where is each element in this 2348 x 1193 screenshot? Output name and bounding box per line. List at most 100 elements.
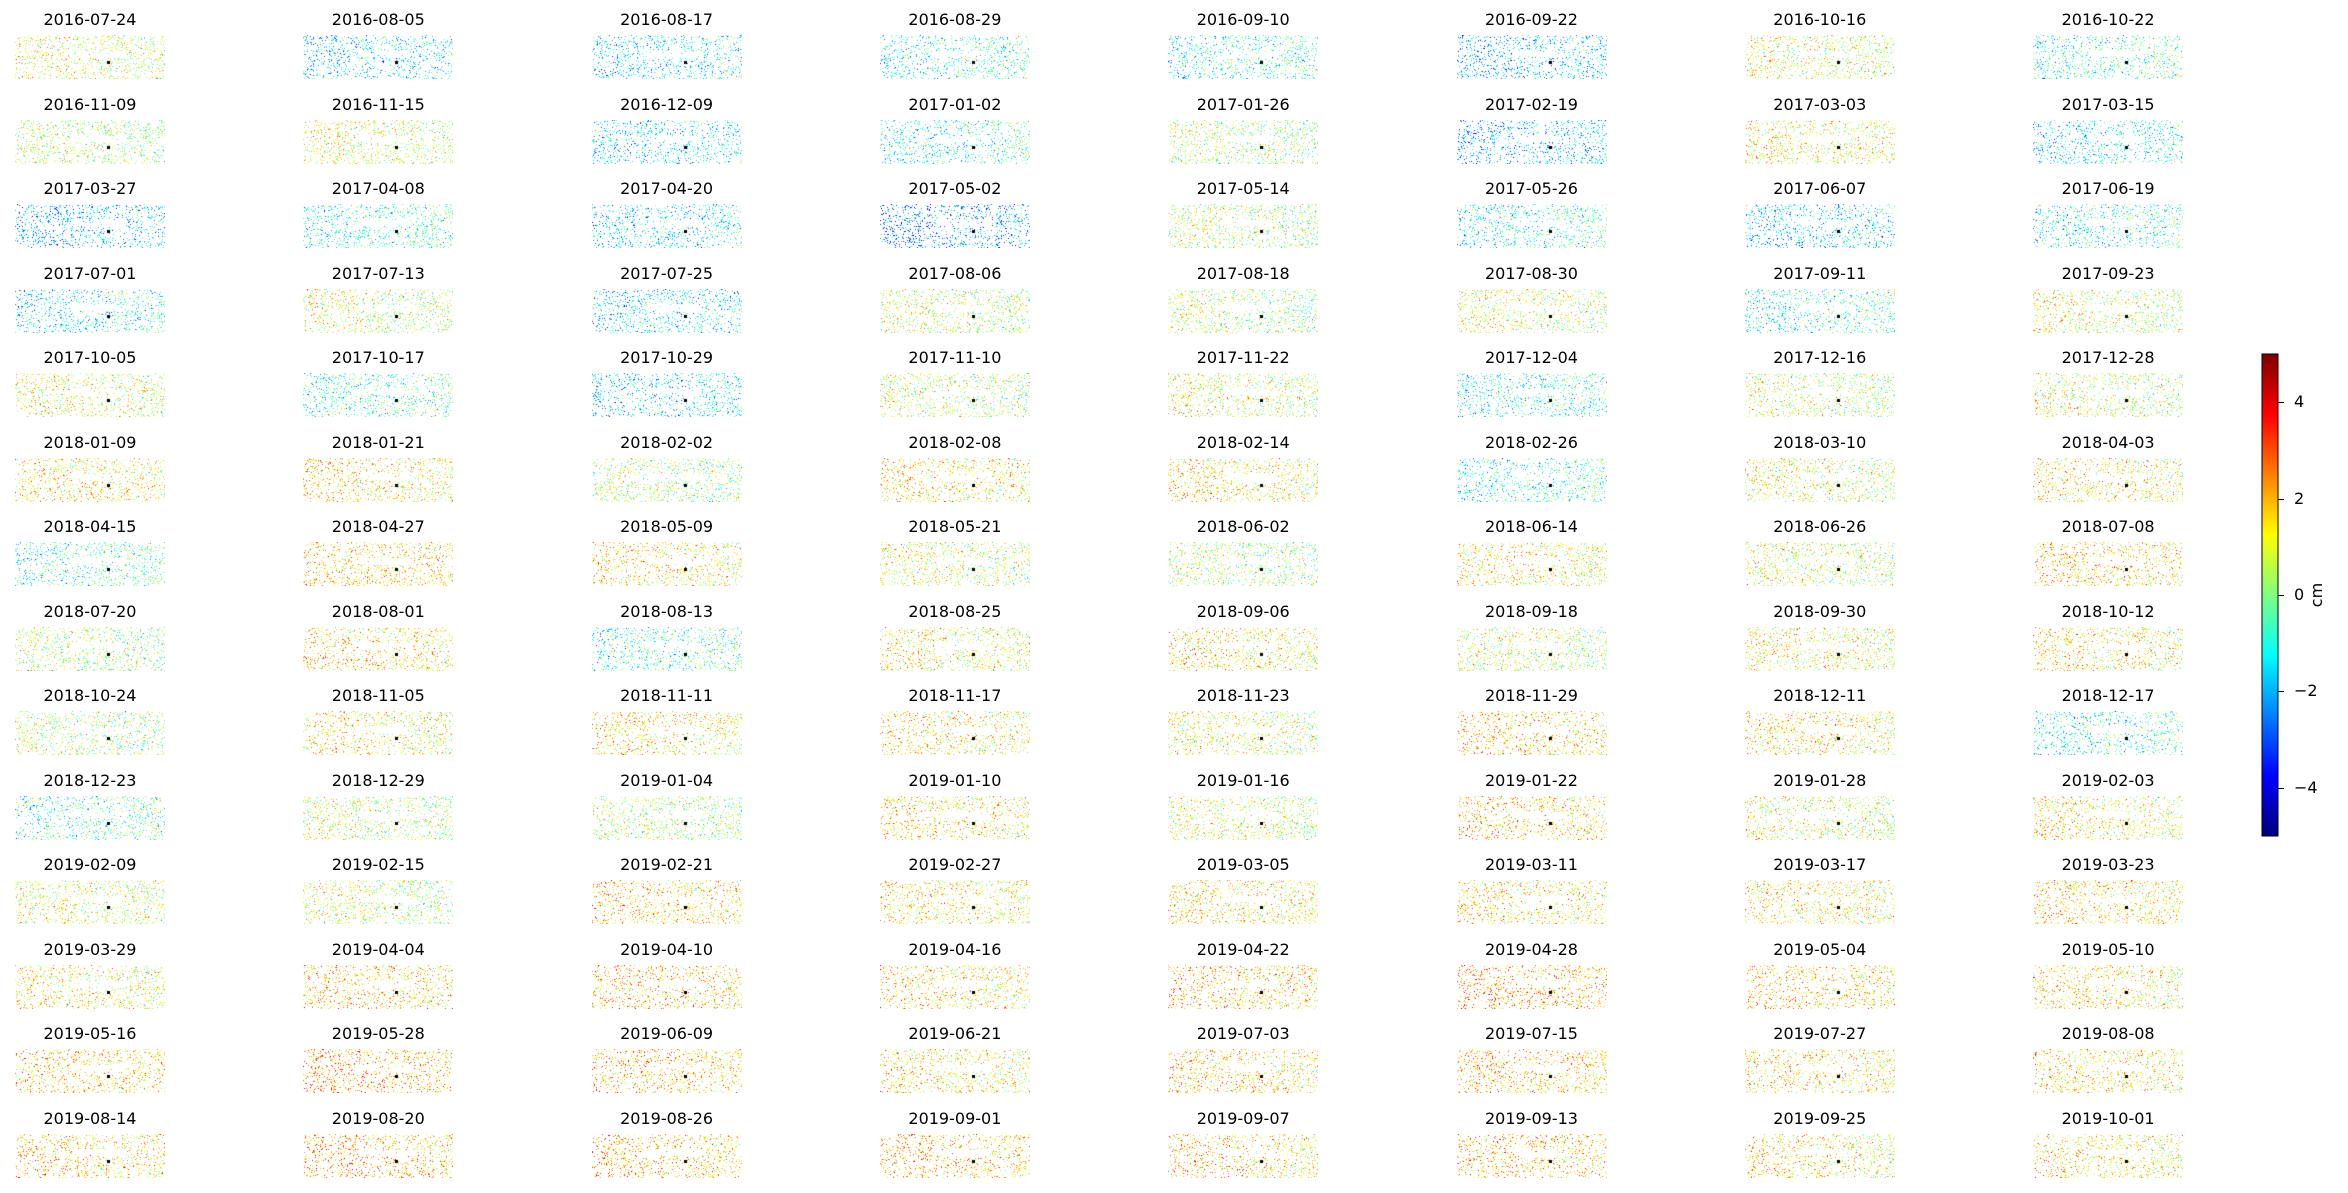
- displacement-map: [303, 457, 454, 502]
- panel-date-title: 2019-02-03: [2061, 770, 2155, 790]
- panel-date-title: 2017-08-30: [1485, 263, 1578, 283]
- panel-date-title: 2018-12-17: [2061, 686, 2155, 705]
- panel-date-title: 2018-04-03: [2061, 432, 2155, 452]
- panel-date-title: 2017-08-18: [1196, 263, 1290, 283]
- displacement-map: [15, 1049, 165, 1093]
- displacement-map: [2033, 204, 2184, 248]
- panel-date-title: 2017-03-15: [2061, 94, 2155, 114]
- displacement-map: [2033, 288, 2184, 333]
- displacement-map: [591, 880, 742, 924]
- displacement-map: [2033, 626, 2184, 671]
- panel-date-title: 2018-05-21: [908, 517, 1002, 536]
- panel-date-title: 2016-08-29: [908, 10, 1002, 29]
- map-panel: 2018-12-23: [15, 771, 165, 855]
- panel-date-title: 2018-01-09: [43, 432, 137, 452]
- panel-date-title: 2019-02-15: [331, 855, 425, 874]
- displacement-map: [1456, 542, 1607, 586]
- panel-date-title: 2018-09-18: [1485, 601, 1578, 621]
- map-panel: 2018-09-18: [1456, 602, 1607, 686]
- displacement-map: [303, 35, 454, 79]
- map-panel: 2017-09-11: [1744, 264, 1895, 348]
- map-panel: 2019-04-04: [303, 940, 454, 1024]
- displacement-map: [591, 457, 742, 502]
- panel-date-title: 2019-03-23: [2061, 855, 2155, 874]
- panel-date-title: 2016-09-10: [1196, 10, 1290, 29]
- displacement-map: [1168, 204, 1319, 248]
- displacement-map: [15, 288, 165, 333]
- panel-date-title: 2018-03-10: [1773, 432, 1867, 452]
- displacement-map: [1168, 288, 1319, 333]
- displacement-map: [591, 795, 742, 840]
- map-panel: 2017-04-08: [303, 179, 454, 263]
- displacement-map: [591, 626, 742, 671]
- map-panel: 2019-03-11: [1456, 855, 1607, 939]
- displacement-map: [879, 711, 1030, 755]
- map-panel: 2017-06-07: [1744, 179, 1895, 263]
- map-panel: 2018-05-21: [879, 517, 1030, 601]
- panel-date-title: 2019-04-22: [1196, 939, 1290, 959]
- map-panel: 2018-08-25: [879, 602, 1030, 686]
- panel-date-title: 2019-01-04: [620, 770, 714, 790]
- map-panel: 2018-04-27: [303, 517, 454, 601]
- displacement-map: [1456, 880, 1607, 924]
- map-panel: 2017-11-10: [879, 348, 1030, 432]
- map-panel: 2017-09-23: [2033, 264, 2184, 348]
- map-panel: 2018-12-29: [303, 771, 454, 855]
- map-panel: 2019-01-22: [1456, 771, 1607, 855]
- panel-date-title: 2017-02-19: [1485, 94, 1578, 114]
- map-panel: 2018-06-14: [1456, 517, 1607, 601]
- panel-date-title: 2019-07-03: [1196, 1024, 1290, 1043]
- map-panel: 2018-12-11: [1744, 686, 1895, 770]
- panel-date-title: 2019-09-01: [908, 1108, 1002, 1128]
- map-panel: 2017-12-16: [1744, 348, 1895, 432]
- map-panel: 2019-02-03: [2033, 771, 2184, 855]
- map-panel: 2018-11-17: [879, 686, 1030, 770]
- panel-date-title: 2018-08-13: [620, 601, 714, 621]
- displacement-map: [2033, 373, 2184, 417]
- displacement-map: [15, 964, 165, 1009]
- panel-date-title: 2019-02-21: [620, 855, 714, 874]
- map-panel: 2016-08-29: [879, 10, 1030, 94]
- panel-date-title: 2018-12-23: [43, 770, 137, 790]
- panel-date-title: 2019-08-26: [620, 1108, 714, 1128]
- map-panel: 2019-08-08: [2033, 1024, 2184, 1108]
- panel-date-title: 2018-10-24: [43, 686, 137, 705]
- map-panel: 2019-09-01: [879, 1109, 1030, 1193]
- map-panel: 2019-09-07: [1168, 1109, 1319, 1193]
- displacement-map: [591, 288, 742, 333]
- map-panel: 2017-08-18: [1168, 264, 1319, 348]
- map-panel: 2016-11-09: [15, 95, 165, 179]
- displacement-map: [591, 119, 742, 164]
- panel-date-title: 2018-06-14: [1485, 517, 1578, 536]
- displacement-map: [1168, 711, 1319, 755]
- panel-date-title: 2017-01-02: [908, 94, 1002, 114]
- map-panel: 2017-07-01: [15, 264, 165, 348]
- colorbar-tick-label: −2: [2294, 681, 2318, 701]
- map-panel: 2016-07-24: [15, 10, 165, 94]
- displacement-map: [1456, 457, 1607, 502]
- panel-date-title: 2019-09-07: [1196, 1108, 1290, 1128]
- map-panel: 2016-09-22: [1456, 10, 1607, 94]
- panel-date-title: 2018-07-20: [43, 601, 137, 621]
- displacement-map: [2033, 880, 2184, 924]
- displacement-map: [591, 204, 742, 248]
- panel-date-title: 2018-11-11: [620, 686, 714, 705]
- displacement-map: [303, 1133, 454, 1178]
- map-panel: 2016-10-16: [1744, 10, 1895, 94]
- displacement-map: [1456, 119, 1607, 164]
- displacement-map: [303, 880, 454, 924]
- colorbar-tick-label: 2: [2294, 488, 2305, 508]
- map-panel: 2019-01-04: [591, 771, 742, 855]
- map-panel: 2017-05-14: [1168, 179, 1319, 263]
- panel-date-title: 2018-01-21: [331, 432, 425, 452]
- panel-date-title: 2018-12-11: [1773, 686, 1867, 705]
- map-panel: 2018-10-24: [15, 686, 165, 770]
- map-panel: 2018-02-08: [879, 433, 1030, 517]
- displacement-map: [1168, 795, 1319, 840]
- displacement-map: [15, 795, 165, 840]
- colorbar-tick-label: 4: [2294, 392, 2305, 412]
- displacement-map: [1168, 457, 1319, 502]
- displacement-map: [879, 35, 1030, 79]
- map-panel: 2017-03-15: [2033, 95, 2184, 179]
- displacement-map: [2033, 542, 2184, 586]
